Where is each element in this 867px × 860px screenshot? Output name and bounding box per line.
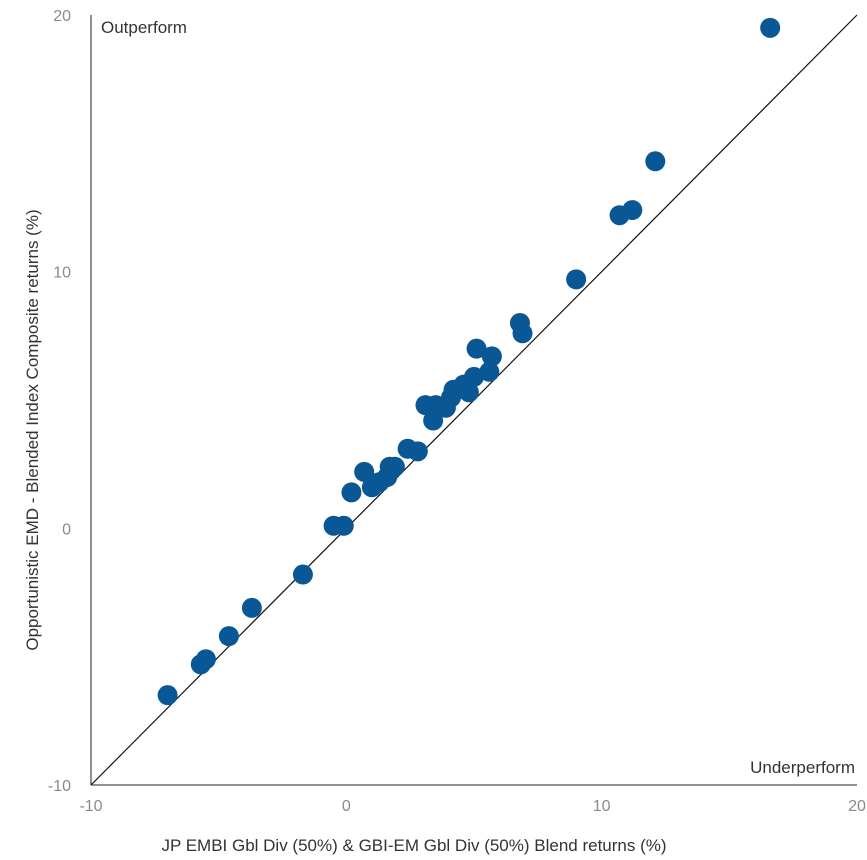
y-tick-label: 20 — [53, 8, 71, 25]
data-point — [566, 269, 587, 290]
data-point — [407, 441, 428, 462]
data-point — [341, 482, 362, 503]
x-tick-label: -10 — [79, 798, 102, 815]
x-tick-label: 0 — [342, 798, 351, 815]
data-points — [157, 17, 781, 706]
axes — [90, 15, 857, 786]
y-axis-title: Opportunistic EMD - Blended Index Compos… — [23, 209, 42, 650]
y-tick-label: 10 — [53, 265, 71, 282]
data-point — [512, 323, 533, 344]
data-point — [333, 515, 354, 536]
data-point — [481, 346, 502, 367]
data-point — [645, 151, 666, 172]
data-point — [354, 461, 375, 482]
x-tick-label: 20 — [848, 798, 866, 815]
x-axis-title: JP EMBI Gbl Div (50%) & GBI-EM Gbl Div (… — [161, 836, 666, 855]
data-point — [157, 685, 178, 706]
data-point — [479, 361, 500, 382]
data-point — [622, 200, 643, 221]
outperform-annotation: Outperform — [101, 18, 187, 37]
data-point — [423, 410, 444, 431]
data-point — [384, 456, 405, 477]
data-point — [466, 338, 487, 359]
data-point — [760, 17, 781, 38]
y-tick-labels: -10 0 10 20 — [48, 8, 71, 795]
data-point — [458, 382, 479, 403]
data-point — [464, 366, 484, 387]
data-point — [218, 626, 239, 647]
x-tick-labels: -10 0 10 20 — [79, 798, 866, 815]
data-point — [241, 597, 262, 618]
y-tick-label: 0 — [62, 521, 71, 538]
data-point — [292, 564, 313, 585]
data-point — [195, 649, 216, 670]
underperform-annotation: Underperform — [750, 758, 855, 777]
x-tick-label: 10 — [593, 798, 611, 815]
y-tick-label: -10 — [48, 778, 71, 795]
